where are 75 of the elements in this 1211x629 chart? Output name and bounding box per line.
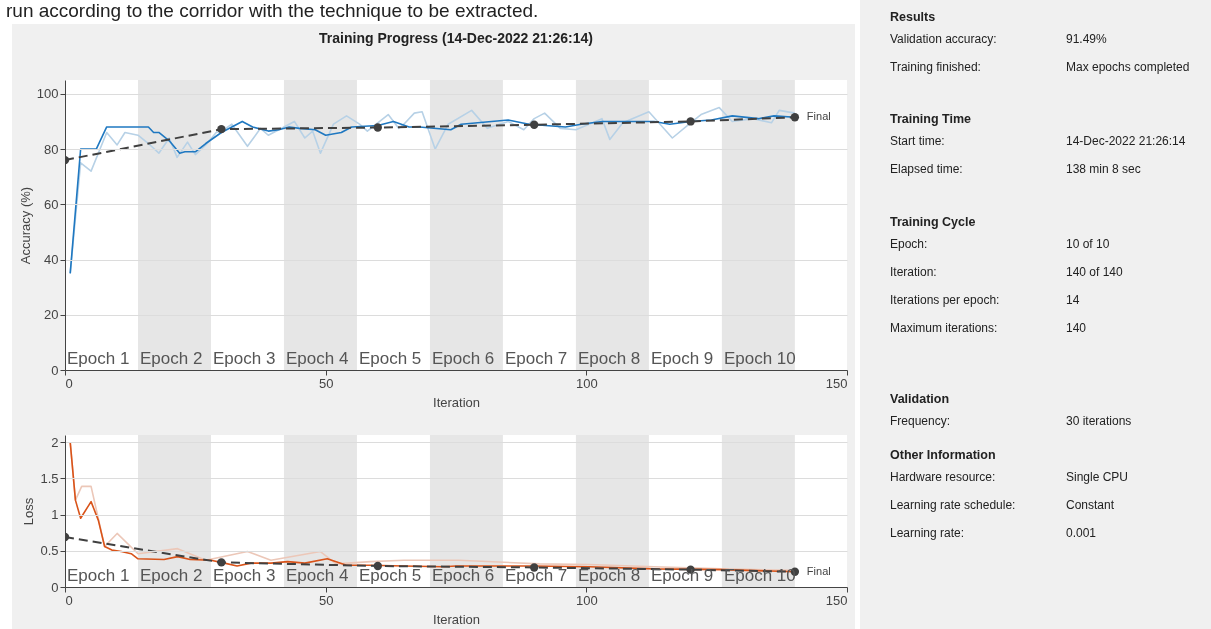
text: Frequency: [890, 414, 952, 430]
text: Training finished: [890, 60, 982, 76]
annotation: Epoch 3 [212, 349, 276, 368]
text: 138 min 8 sec [1066, 162, 1141, 178]
text: Hardware resource: [890, 470, 997, 486]
text: Iterations per epoch: [890, 293, 1001, 309]
annotation: Epoch 1 [67, 349, 130, 368]
y-tick-label: 60 [44, 196, 59, 212]
x-tick-label: 50 [318, 592, 334, 608]
chart-title: Training Progress (14-Dec-2022 21:26:14) [319, 30, 593, 46]
x-tick-label: 50 [318, 375, 334, 391]
x-tick-label: 150 [825, 375, 848, 391]
x-axis-title: Iteration [433, 394, 480, 410]
band-label: Epoch 8 [577, 566, 641, 585]
y-tick-label: 2 [51, 434, 59, 450]
text: 14 [1066, 293, 1080, 309]
text: Epoch: [890, 237, 929, 253]
text: 30 iterations [1066, 414, 1132, 430]
y-tick-label: 0 [51, 362, 59, 378]
text: Learning rate schedule: [890, 498, 1017, 514]
text: Training Cycle [890, 215, 977, 229]
band-label: Epoch 10 [723, 349, 796, 368]
text: Results [890, 10, 937, 24]
band-label: Epoch 2 [139, 349, 203, 368]
annotation: Epoch 1 [67, 566, 130, 585]
text: Start time: [890, 134, 946, 150]
text: Iteration: [890, 265, 938, 281]
text: 10 of 10 [1066, 237, 1110, 253]
y-tick-label: 0 [51, 579, 59, 595]
y-tick-label: 0.5 [40, 543, 59, 559]
x-tick-label: 0 [65, 375, 73, 391]
band-label: Epoch 2 [139, 566, 203, 585]
text: 14-Dec-2022 21:26:14 [1066, 134, 1186, 150]
text: 0.001 [1066, 526, 1097, 542]
annotation: Epoch 5 [358, 566, 422, 585]
annotation: Epoch 7 [504, 349, 568, 368]
band-label: Epoch 4 [285, 349, 349, 368]
text: 140 of 140 [1066, 265, 1123, 281]
annotation: Epoch 9 [650, 566, 714, 585]
annotation: Final [806, 110, 831, 123]
x-axis-title: Iteration [433, 611, 480, 627]
text: 140 [1066, 321, 1087, 337]
annotation: Epoch 5 [358, 349, 422, 368]
text: 91.49% [1066, 32, 1107, 48]
y-axis-title: Accuracy (%) [17, 186, 33, 265]
text: Constant [1066, 498, 1115, 514]
x-tick-label: 0 [65, 592, 73, 608]
annotation: Epoch 9 [650, 349, 714, 368]
y-tick-label: 1 [51, 507, 59, 523]
x-tick-label: 150 [825, 592, 848, 608]
y-tick-label: 80 [44, 141, 59, 157]
text: Elapsed time: [890, 162, 964, 178]
text: Training Time [890, 112, 973, 126]
text: run according to the corridor with the technique to be extracted. [6, 0, 539, 22]
y-axis-title: Loss [21, 497, 37, 526]
annotation: Final [806, 564, 831, 577]
text: Single CPU [1066, 470, 1129, 486]
y-tick-label: 100 [36, 86, 59, 102]
y-tick-label: 20 [44, 307, 59, 323]
text: Validation [890, 392, 951, 406]
annotation: Epoch 3 [212, 566, 276, 585]
text: Validation accuracy: [890, 32, 998, 48]
y-tick-label: 40 [44, 252, 59, 268]
x-tick-label: 100 [575, 592, 598, 608]
band-label: Epoch 6 [431, 349, 495, 368]
band-label: Epoch 8 [577, 349, 641, 368]
text: Max epochs completed [1066, 60, 1190, 76]
band-label: Epoch 4 [285, 566, 349, 585]
text: Other Information [890, 448, 997, 462]
text: Maximum iterations: [890, 321, 999, 337]
annotation: Epoch 7 [504, 566, 568, 585]
text: Learning rate: [890, 526, 966, 542]
y-tick-label: 1.5 [40, 470, 59, 486]
x-tick-label: 100 [575, 375, 598, 391]
band-label: Epoch 6 [431, 566, 495, 585]
